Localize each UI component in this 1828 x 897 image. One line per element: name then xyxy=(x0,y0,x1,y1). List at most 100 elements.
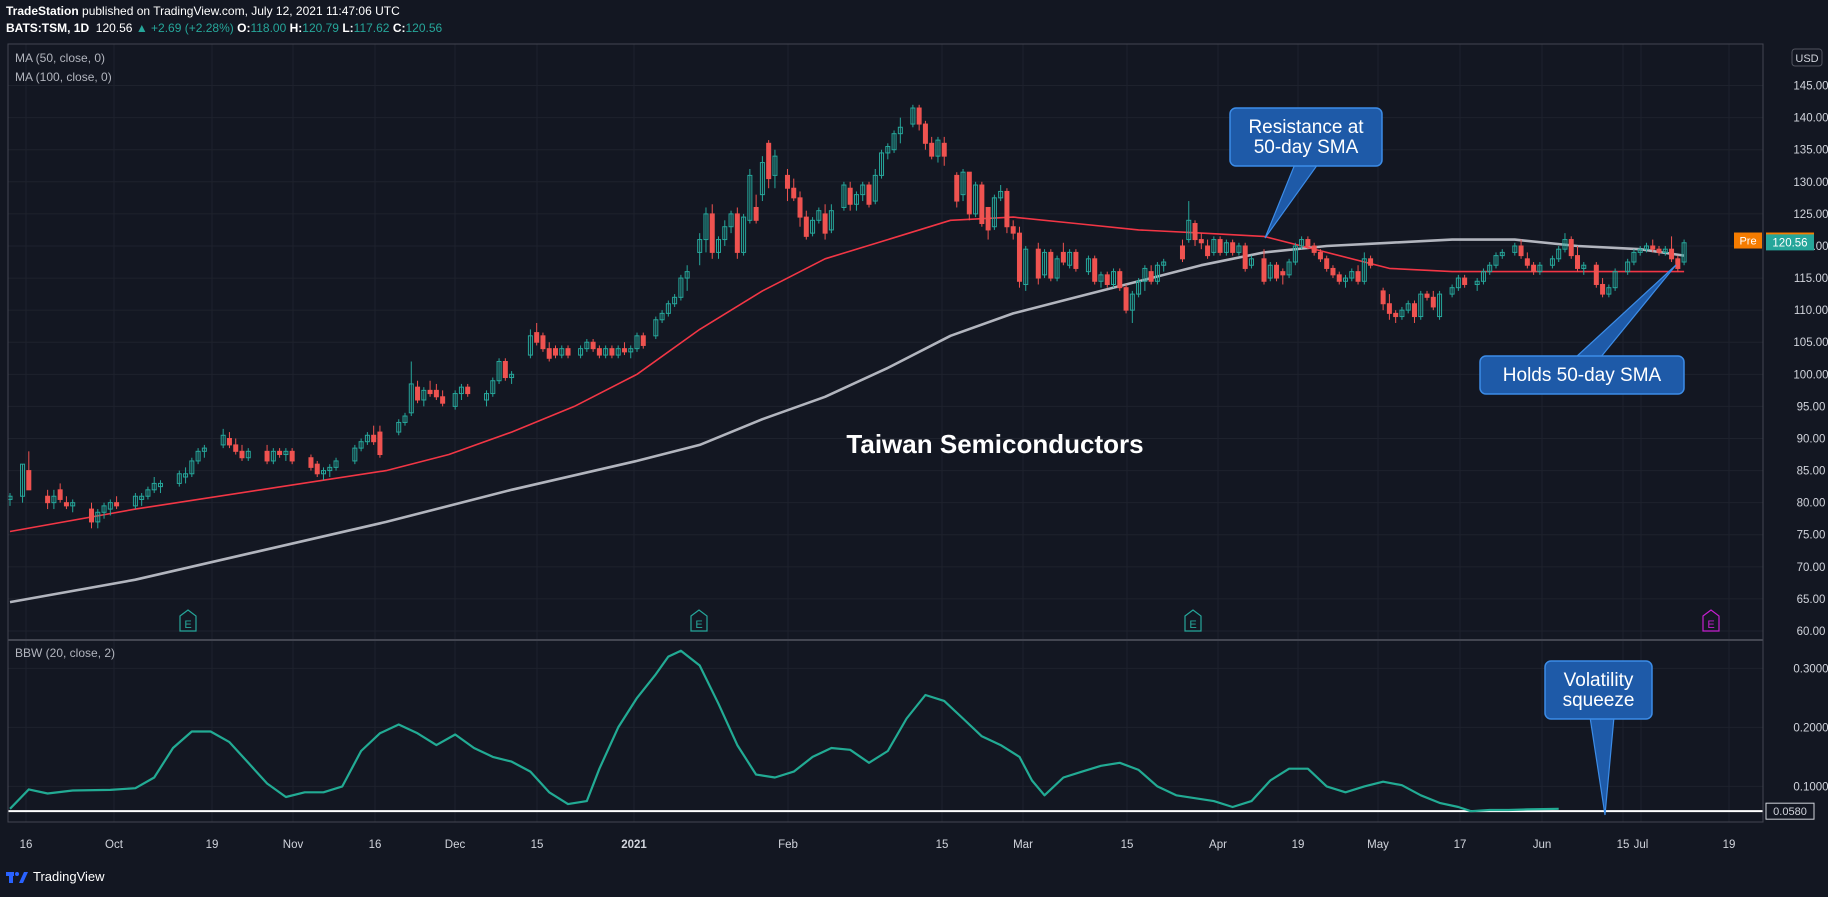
candle[interactable] xyxy=(1098,271,1104,288)
candle[interactable] xyxy=(1299,236,1305,250)
candle[interactable] xyxy=(277,448,283,458)
candle[interactable] xyxy=(1023,245,1029,291)
candle[interactable] xyxy=(371,425,377,445)
candle[interactable] xyxy=(402,412,408,426)
candle[interactable] xyxy=(132,493,138,510)
candle[interactable] xyxy=(1104,271,1110,288)
candle[interactable] xyxy=(1449,284,1455,298)
candle[interactable] xyxy=(716,236,722,259)
candle[interactable] xyxy=(590,339,596,352)
candle[interactable] xyxy=(1117,268,1123,291)
candle[interactable] xyxy=(1349,268,1355,282)
candle[interactable] xyxy=(377,425,383,458)
candle[interactable] xyxy=(1581,262,1587,275)
candle[interactable] xyxy=(935,136,941,163)
candle[interactable] xyxy=(860,181,866,202)
candle[interactable] xyxy=(734,207,740,259)
candle[interactable] xyxy=(1073,249,1079,272)
candle[interactable] xyxy=(534,322,540,346)
candle[interactable] xyxy=(107,499,113,516)
candle[interactable] xyxy=(828,204,834,234)
candle[interactable] xyxy=(1474,278,1480,291)
candle[interactable] xyxy=(728,210,734,234)
candle[interactable] xyxy=(791,178,797,202)
candle[interactable] xyxy=(1261,249,1267,285)
candle[interactable] xyxy=(897,117,903,144)
candle[interactable] xyxy=(1054,255,1060,282)
candle[interactable] xyxy=(427,380,433,397)
candle[interactable] xyxy=(1556,245,1562,263)
candle[interactable] xyxy=(201,444,207,458)
candle[interactable] xyxy=(747,168,753,224)
candle[interactable] xyxy=(885,143,891,160)
candle[interactable] xyxy=(1280,268,1286,285)
candle[interactable] xyxy=(1380,287,1386,311)
candle[interactable] xyxy=(352,444,358,465)
candle[interactable] xyxy=(1575,245,1580,272)
candle[interactable] xyxy=(496,358,502,384)
candle[interactable] xyxy=(1612,268,1618,291)
candle[interactable] xyxy=(89,502,95,529)
candle[interactable] xyxy=(578,345,584,359)
candle[interactable] xyxy=(1593,262,1599,288)
candle[interactable] xyxy=(979,181,985,227)
candle[interactable] xyxy=(1662,245,1668,256)
candle[interactable] xyxy=(1430,290,1436,311)
candle[interactable] xyxy=(145,486,151,500)
candle[interactable] xyxy=(1192,220,1198,246)
candle[interactable] xyxy=(1399,306,1405,320)
candle[interactable] xyxy=(1518,239,1524,259)
candle[interactable] xyxy=(634,332,640,352)
candle[interactable] xyxy=(1085,255,1091,275)
candle[interactable] xyxy=(803,210,809,240)
candle[interactable] xyxy=(929,136,935,160)
candle[interactable] xyxy=(609,345,615,359)
candle[interactable] xyxy=(1650,239,1656,253)
candle[interactable] xyxy=(1568,236,1574,259)
candle[interactable] xyxy=(1223,239,1229,256)
candle[interactable] xyxy=(810,217,816,237)
candle[interactable] xyxy=(1418,290,1424,320)
candle[interactable] xyxy=(1161,258,1167,272)
candle[interactable] xyxy=(1205,239,1211,259)
candle[interactable] xyxy=(20,463,26,503)
candle[interactable] xyxy=(866,181,872,208)
candle[interactable] xyxy=(189,457,195,477)
candle[interactable] xyxy=(1487,262,1493,275)
candle[interactable] xyxy=(954,172,960,208)
footer-brand[interactable]: TradingView xyxy=(33,869,105,884)
candle[interactable] xyxy=(741,213,747,256)
candle[interactable] xyxy=(1480,268,1486,285)
publisher-name[interactable]: TradeStation xyxy=(6,4,79,18)
candle[interactable] xyxy=(1681,239,1687,266)
candle[interactable] xyxy=(847,181,853,211)
candle[interactable] xyxy=(1405,300,1411,314)
candle[interactable] xyxy=(270,448,276,465)
candle[interactable] xyxy=(63,496,69,510)
candle[interactable] xyxy=(1274,262,1280,282)
candle[interactable] xyxy=(1035,242,1041,285)
earnings-marker[interactable]: E xyxy=(1184,609,1202,632)
candle[interactable] xyxy=(1512,242,1518,256)
candle[interactable] xyxy=(1600,278,1606,298)
candle[interactable] xyxy=(70,499,76,513)
candle[interactable] xyxy=(452,390,458,410)
candle[interactable] xyxy=(910,104,916,128)
candle[interactable] xyxy=(1393,310,1399,323)
candle[interactable] xyxy=(1361,252,1367,285)
candle[interactable] xyxy=(1656,245,1662,256)
candle[interactable] xyxy=(1311,242,1317,256)
candle[interactable] xyxy=(1148,265,1154,285)
candle[interactable] xyxy=(1625,258,1631,275)
candle[interactable] xyxy=(659,310,665,323)
candle[interactable] xyxy=(672,294,678,307)
candle[interactable] xyxy=(95,509,101,529)
candle[interactable] xyxy=(1606,284,1612,298)
candle[interactable] xyxy=(1217,236,1223,256)
candle[interactable] xyxy=(879,149,885,179)
candle[interactable] xyxy=(1631,249,1637,266)
candle[interactable] xyxy=(998,185,1004,202)
candle[interactable] xyxy=(916,104,922,131)
candle[interactable] xyxy=(966,171,972,221)
